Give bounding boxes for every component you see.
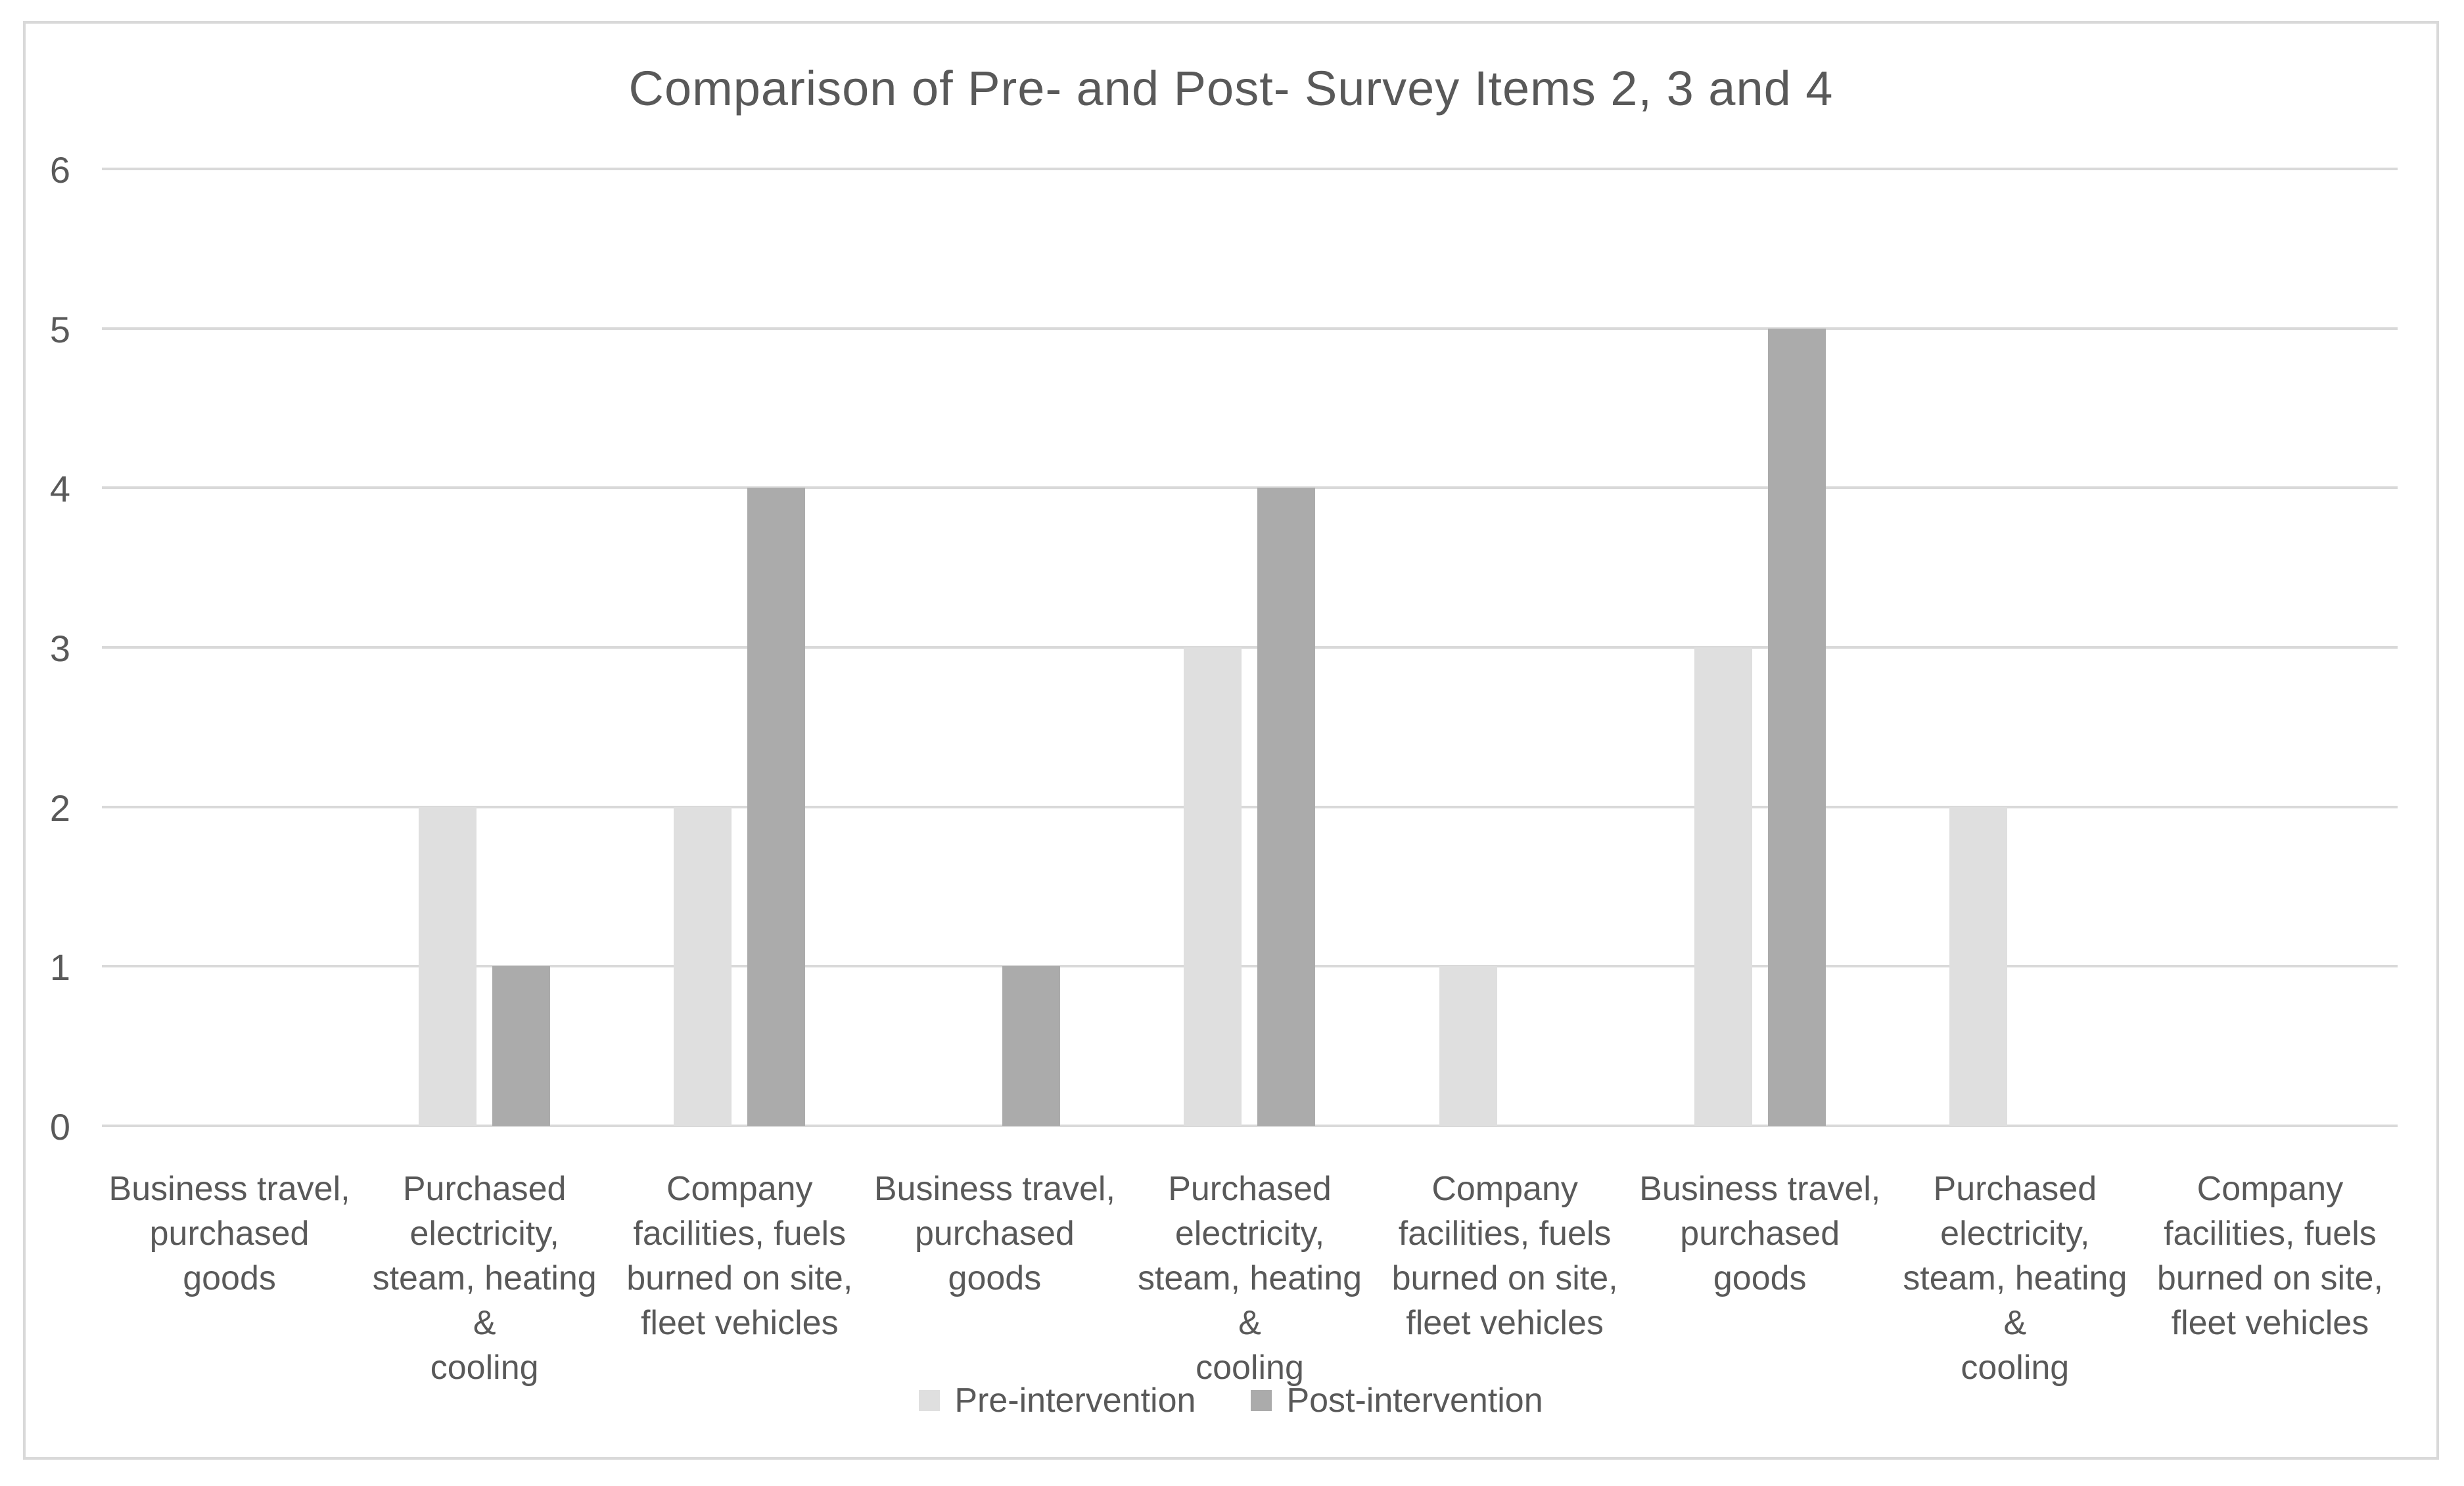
x-axis-label-6: Company facilities, fuels burned on site…	[1391, 1170, 1618, 1342]
y-tick-label-0: 0	[49, 1106, 70, 1148]
bar-group-6	[1378, 169, 1633, 1126]
x-axis-label-2: Purchased electricity, steam, heating & …	[372, 1170, 597, 1387]
bar-group-5	[1122, 169, 1377, 1126]
bar-group-3	[612, 169, 867, 1126]
x-axis-label-4: Business travel, purchased goods	[873, 1170, 1115, 1297]
legend-item-post: Post-intervention	[1251, 1381, 1543, 1420]
bar-group-8	[1888, 169, 2143, 1126]
bar-group-1	[102, 169, 357, 1126]
chart-frame: Comparison of Pre- and Post- Survey Item…	[23, 21, 2439, 1460]
y-tick-label-5: 5	[49, 308, 70, 350]
bar-pre-2	[419, 806, 477, 1126]
legend-label-pre: Pre-intervention	[954, 1382, 1196, 1420]
gridline-3	[102, 646, 2398, 649]
bar-post-3	[747, 488, 806, 1126]
bar-pre-6	[1439, 966, 1497, 1126]
y-tick-label-6: 6	[49, 149, 70, 191]
x-axis-label-1: Business travel, purchased goods	[108, 1170, 350, 1297]
bar-post-2	[492, 966, 551, 1126]
bar-pre-5	[1184, 647, 1242, 1126]
gridline-1	[102, 965, 2398, 968]
y-tick-label-2: 2	[49, 787, 70, 829]
y-tick-label-1: 1	[49, 946, 70, 988]
chart-title: Comparison of Pre- and Post- Survey Item…	[628, 61, 1834, 116]
bar-post-4	[1002, 966, 1061, 1126]
x-axis-label-7: Business travel, purchased goods	[1639, 1170, 1881, 1297]
gridline-4	[102, 486, 2398, 490]
bar-groups	[102, 169, 2398, 1126]
y-tick-label-3: 3	[49, 628, 70, 669]
gridline-5	[102, 327, 2398, 330]
x-axis-label-8: Purchased electricity, steam, heating & …	[1903, 1170, 2127, 1387]
bar-pre-8	[1949, 806, 2007, 1126]
bar-group-4	[867, 169, 1122, 1126]
x-axis-labels: Business travel, purchased goods Purchase…	[102, 1167, 2398, 1390]
legend-item-pre: Pre-intervention	[919, 1381, 1196, 1420]
y-tick-label-4: 4	[49, 468, 70, 510]
bar-group-9	[2143, 169, 2398, 1126]
bar-group-2	[357, 169, 612, 1126]
gridline-0	[102, 1125, 2398, 1127]
gridline-2	[102, 805, 2398, 808]
legend-label-post: Post-intervention	[1286, 1382, 1543, 1420]
x-axis-label-5: Purchased electricity, steam, heating & …	[1137, 1170, 1362, 1387]
bar-post-7	[1767, 328, 1826, 1126]
bar-post-5	[1257, 488, 1316, 1126]
x-axis-label-3: Company facilities, fuels burned on site…	[626, 1170, 853, 1342]
bar-pre-3	[674, 806, 732, 1126]
x-axis-label-9: Company facilities, fuels burned on site…	[2156, 1170, 2383, 1342]
legend-swatch-pre	[919, 1390, 941, 1411]
bar-pre-7	[1694, 647, 1752, 1126]
legend: Pre-intervention Post-intervention	[26, 1381, 2436, 1420]
legend-swatch-post	[1251, 1390, 1272, 1411]
gridline-6	[102, 168, 2398, 170]
bar-group-7	[1633, 169, 1888, 1126]
plot-area: Business travel, purchased goods Purchase…	[50, 152, 2398, 1387]
